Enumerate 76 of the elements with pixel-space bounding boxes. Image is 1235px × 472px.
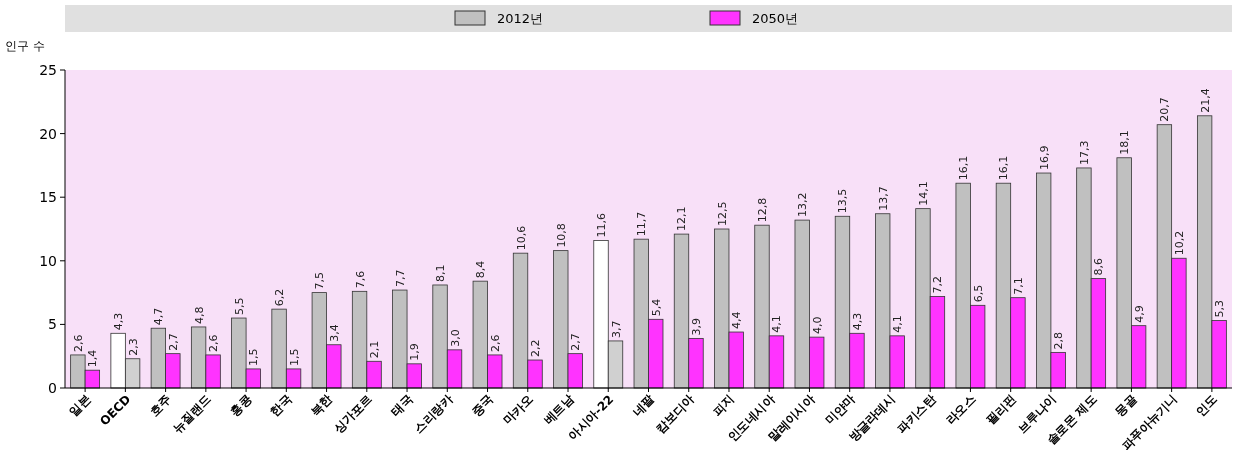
data-label: 4,1: [770, 315, 784, 333]
data-label: 4,3: [850, 312, 864, 331]
data-label: 4,0: [810, 316, 824, 335]
data-label: 4,4: [730, 311, 744, 330]
data-label: 14,1: [916, 181, 930, 206]
x-tick-label: 인도: [1193, 392, 1220, 420]
data-label: 7,5: [313, 272, 327, 290]
y-tick-label: 0: [48, 379, 57, 396]
legend-label: 2050년: [752, 10, 799, 26]
data-label: 12,5: [715, 201, 729, 226]
data-label: 12,1: [675, 206, 689, 232]
data-label: 10,6: [514, 225, 528, 251]
data-label: 16,9: [1037, 145, 1051, 171]
data-label: 2,8: [1052, 331, 1066, 350]
data-label: 8,6: [1092, 258, 1106, 276]
data-label: 2,6: [71, 334, 85, 352]
data-label: 18,1: [1118, 130, 1132, 155]
data-label: 6,2: [273, 288, 287, 307]
data-label: 7,7: [393, 269, 407, 288]
data-label: 4,7: [152, 307, 166, 326]
data-label: 2,1: [368, 340, 382, 359]
data-label: 11,7: [635, 211, 649, 237]
x-tick-label: 중국: [468, 392, 496, 420]
data-label: 5,4: [649, 298, 663, 317]
data-label: 13,7: [876, 186, 890, 211]
data-label: 20,7: [1158, 97, 1172, 122]
x-tick-label: 호주: [146, 392, 174, 420]
y-axis-title: 인구 수: [5, 39, 45, 53]
data-label: 7,2: [931, 275, 945, 294]
data-label: 3,7: [609, 320, 623, 338]
data-label: 11,6: [595, 212, 609, 238]
data-label: 1,5: [247, 348, 261, 366]
data-label: 2,6: [207, 334, 221, 352]
data-label: 2,7: [569, 333, 583, 351]
data-label: 4,1: [891, 315, 905, 333]
data-label: 1,9: [408, 343, 422, 361]
data-label: 1,4: [86, 349, 100, 368]
y-tick-label: 15: [39, 189, 57, 206]
data-label: 17,3: [1077, 140, 1091, 165]
x-tick-label: 북한: [307, 392, 335, 420]
data-label: 7,1: [1011, 277, 1025, 295]
y-tick-label: 25: [39, 61, 57, 78]
data-label: 2,7: [166, 333, 180, 351]
x-tick-label: 홍콩: [227, 392, 255, 420]
data-label: 7,6: [353, 270, 367, 289]
data-label: 6,5: [971, 284, 985, 303]
data-label: 4,9: [1132, 305, 1146, 323]
data-label: 21,4: [1198, 88, 1212, 113]
data-label: 13,5: [836, 188, 850, 214]
y-tick-label: 20: [39, 125, 57, 142]
data-label: 1,5: [287, 348, 301, 366]
data-label: 4,8: [192, 306, 206, 324]
data-label: 10,2: [1172, 230, 1186, 256]
data-label: 10,8: [554, 223, 568, 248]
data-label: 2,3: [126, 338, 140, 356]
data-label: 3,4: [327, 324, 341, 342]
x-tick-label: 태국: [388, 392, 416, 420]
data-label: 2,2: [529, 339, 543, 358]
data-label: 3,9: [689, 317, 703, 336]
data-label: 5,5: [232, 297, 246, 316]
data-label: 5,3: [1213, 300, 1227, 318]
x-tick-label: 네팔: [629, 392, 657, 420]
x-tick-label: 한국: [267, 392, 295, 420]
x-tick-label: 일본: [66, 392, 94, 420]
y-tick-label: 5: [48, 316, 57, 333]
data-label: 2,6: [488, 334, 502, 352]
data-label: 8,1: [434, 264, 448, 282]
data-label: 13,2: [796, 192, 810, 218]
data-label: 4,3: [112, 312, 126, 331]
data-label: 8,4: [474, 260, 488, 279]
legend-label: 2012년: [497, 10, 544, 26]
data-label: 16,1: [957, 155, 971, 181]
data-label: 3,0: [448, 329, 462, 347]
y-tick-label: 10: [39, 252, 57, 269]
data-label: 12,8: [755, 197, 769, 223]
data-label: 16,1: [997, 155, 1011, 181]
